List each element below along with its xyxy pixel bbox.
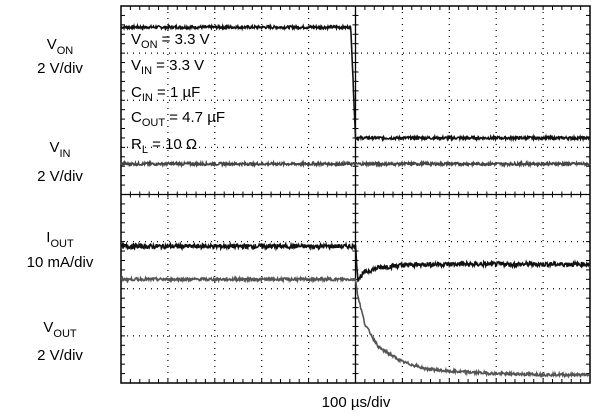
trace-von	[120, 22, 591, 143]
time-per-division-label: 100 µs/div	[322, 394, 391, 411]
trace-vout	[120, 274, 591, 379]
channel-scale-vin: 2 V/div	[37, 168, 83, 185]
channel-scale-vout: 2 V/div	[37, 347, 83, 364]
test-conditions: VON = 3.3 V VIN = 3.3 V CIN = 1 µF COUT …	[131, 31, 225, 156]
trace-iout	[120, 240, 591, 283]
condition-rl: RL = 10 Ω	[131, 136, 197, 156]
channel-label-iout: IOUT	[46, 229, 74, 250]
channel-scale-von: 2 V/div	[37, 60, 83, 77]
channel-scale-iout: 10 mA/div	[27, 254, 94, 271]
condition-cin: CIN = 1 µF	[131, 84, 200, 104]
channel-label-vin: VIN	[49, 139, 70, 160]
condition-cout: COUT = 4.7 µF	[131, 109, 225, 129]
traces	[120, 22, 591, 379]
channel-label-von: VON	[47, 36, 74, 57]
channel-labels: VON 2 V/div VIN 2 V/div IOUT 10 mA/div V…	[27, 36, 94, 364]
trace-vin	[120, 159, 591, 169]
condition-von: VON = 3.3 V	[131, 31, 210, 51]
channel-label-vout: VOUT	[43, 319, 77, 340]
condition-vin: VIN = 3.3 V	[131, 57, 204, 77]
